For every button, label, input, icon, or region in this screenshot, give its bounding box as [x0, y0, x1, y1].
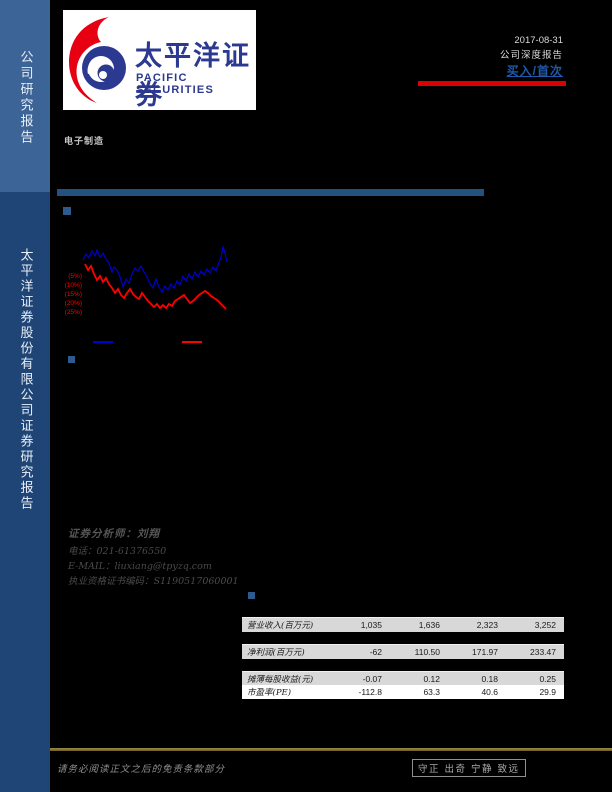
y-axis-tick: (15%)	[65, 291, 82, 298]
row-value: 0.12	[423, 674, 440, 684]
row-value: -112.8	[358, 687, 382, 697]
row-label: 市盈率(PE)	[247, 688, 292, 698]
company-logo: 太平洋证券 PACIFIC SECURITIES	[63, 10, 256, 111]
report-meta-block: 2017-08-31 公司深度报告 买入/首次	[500, 33, 563, 79]
performance-chart: (5%) (10%) (15%) (20%) (25%)	[65, 244, 228, 343]
series-blue-line	[82, 244, 228, 294]
sidebar-bottom-label: 太平洋证券股份有限公司证券研究报告	[17, 248, 33, 512]
y-axis-tick: (5%)	[68, 273, 82, 280]
y-axis-tick: (25%)	[65, 309, 82, 316]
row-value: 233.47	[530, 647, 556, 657]
rating-underline-bar	[418, 81, 566, 86]
row-value: 2,323	[476, 620, 498, 630]
table-row: 摊薄每股收益(元) -0.07 0.12 0.18 0.25	[242, 671, 564, 686]
pacific-securities-logo-icon	[69, 17, 126, 103]
row-value: 1,035	[360, 620, 382, 630]
sidebar-top-band: 公司研究报告	[0, 0, 50, 192]
row-value: 63.3	[423, 687, 440, 697]
report-type: 公司深度报告	[499, 50, 563, 61]
row-value: 0.18	[481, 674, 498, 684]
y-axis-tick: (10%)	[65, 282, 82, 289]
disclaimer-text: 请务必阅读正文之后的免责条款部分	[57, 764, 226, 775]
row-value: 110.50	[414, 647, 440, 657]
section-bullet-icon	[63, 207, 71, 215]
report-date: 2017-08-31	[514, 35, 563, 46]
analyst-phone: 电话：021-61376550	[68, 546, 167, 557]
row-value: 171.97	[472, 647, 498, 657]
analyst-email: E-MAIL：liuxiang@tpyzq.com	[68, 561, 212, 572]
section-bullet-icon	[248, 592, 255, 599]
series-red-line	[84, 263, 227, 310]
row-label: 净利润(百万元)	[247, 648, 305, 658]
table-row: 市盈率(PE) -112.8 63.3 40.6 29.9	[242, 685, 564, 699]
row-value: 29.9	[539, 687, 556, 697]
logo-name-chinese: 太平洋证券	[135, 41, 251, 111]
analyst-license: 执业资格证书编码：S1190517060001	[68, 576, 239, 587]
financial-table: 营业收入(百万元) 1,035 1,636 2,323 3,252 净利润(百万元) -62…	[242, 617, 564, 699]
logo-name-english: PACIFIC SECURITIES	[136, 72, 215, 96]
section-bullet-icon	[68, 356, 75, 363]
analyst-name: 证券分析师：刘翔	[68, 528, 160, 540]
industry-label: 电子制造	[64, 136, 105, 146]
row-value: 40.6	[481, 687, 498, 697]
y-axis-tick: (20%)	[65, 300, 82, 307]
title-divider-bar	[57, 189, 484, 196]
footer-gold-rule	[50, 748, 612, 751]
sidebar-top-label: 公司研究报告	[17, 50, 33, 146]
sidebar-bottom-band: 太平洋证券股份有限公司证券研究报告	[0, 192, 50, 792]
row-value: -62	[369, 647, 382, 657]
row-value: 3,252	[534, 620, 556, 630]
row-value: 1,636	[418, 620, 440, 630]
row-label: 摊薄每股收益(元)	[247, 675, 314, 685]
table-row: 净利润(百万元) -62 110.50 171.97 233.47	[242, 644, 564, 659]
row-value: 0.25	[539, 674, 556, 684]
rating-label: 买入/首次	[506, 64, 563, 78]
row-value: -0.07	[362, 674, 382, 684]
table-row: 营业收入(百万元) 1,035 1,636 2,323 3,252	[242, 617, 564, 632]
row-label: 营业收入(百万元)	[247, 621, 314, 631]
company-motto-box: 守正 出奇 宁静 致远	[412, 759, 526, 777]
